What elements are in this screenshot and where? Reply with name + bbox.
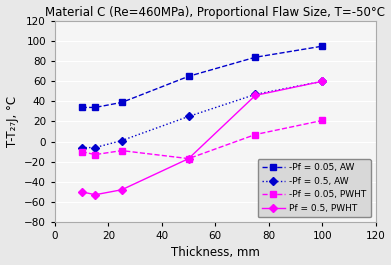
- Title: Material C (Re=460MPa), Proportional Flaw Size, T=-50°C: Material C (Re=460MPa), Proportional Fla…: [45, 6, 385, 19]
- Legend: -Pf = 0.05, AW, -Pf = 0.5, AW, -Pf = 0.05, PWHT, Pf = 0.5, PWHT: -Pf = 0.05, AW, -Pf = 0.5, AW, -Pf = 0.0…: [258, 159, 371, 217]
- X-axis label: Thickness, mm: Thickness, mm: [171, 246, 260, 259]
- Y-axis label: T-T₂₇J, °C: T-T₂₇J, °C: [5, 96, 18, 147]
